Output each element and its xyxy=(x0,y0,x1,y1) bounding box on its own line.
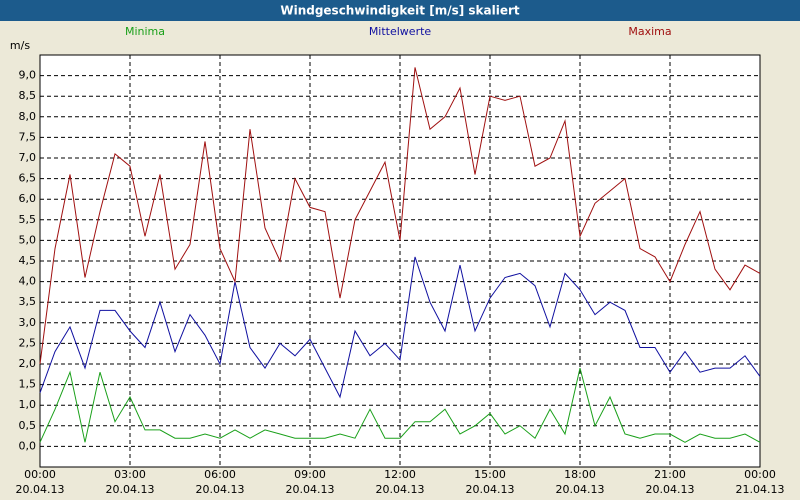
x-tick-label: 00:00 xyxy=(24,468,56,481)
x-tick-label: 03:00 xyxy=(114,468,146,481)
chart-title: Windgeschwindigkeit [m/s] skaliert xyxy=(280,4,520,18)
y-tick-label: 8,5 xyxy=(19,89,37,102)
x-tick-date: 20.04.13 xyxy=(466,483,515,496)
series-line xyxy=(39,67,761,365)
x-tick-label: 00:00 xyxy=(744,468,776,481)
y-tick-label: 2,5 xyxy=(19,336,37,349)
x-tick-label: 06:00 xyxy=(204,468,236,481)
x-tick-label: 18:00 xyxy=(564,468,596,481)
y-tick-label: 8,0 xyxy=(19,110,37,123)
y-tick-label: 3,5 xyxy=(19,295,37,308)
y-tick-label: 4,5 xyxy=(19,254,37,267)
legend-entry: Maxima xyxy=(628,25,671,38)
title-bar xyxy=(0,0,800,21)
y-tick-label: 0,0 xyxy=(19,439,37,452)
series-line xyxy=(39,256,761,399)
x-tick-date: 20.04.13 xyxy=(646,483,695,496)
x-tick-label: 15:00 xyxy=(474,468,506,481)
x-tick-label: 09:00 xyxy=(294,468,326,481)
series-line xyxy=(39,367,761,443)
y-tick-label: 7,0 xyxy=(19,151,37,164)
legend-entry: Mittelwerte xyxy=(369,25,432,38)
x-tick-label: 21:00 xyxy=(654,468,686,481)
y-tick-label: 1,5 xyxy=(19,378,37,391)
y-tick-label: 6,0 xyxy=(19,192,37,205)
x-tick-date: 20.04.13 xyxy=(16,483,65,496)
y-tick-label: 5,0 xyxy=(19,233,37,246)
y-tick-label: 6,5 xyxy=(19,172,37,185)
x-tick-date: 20.04.13 xyxy=(196,483,245,496)
x-tick-date: 20.04.13 xyxy=(286,483,335,496)
y-axis-label: m/s xyxy=(10,39,30,52)
y-tick-label: 5,5 xyxy=(19,213,37,226)
y-tick-label: 0,5 xyxy=(19,419,37,432)
y-tick-label: 9,0 xyxy=(19,69,37,82)
x-tick-date: 20.04.13 xyxy=(106,483,155,496)
y-tick-label: 4,0 xyxy=(19,275,37,288)
y-tick-label: 1,0 xyxy=(19,398,37,411)
y-tick-label: 7,5 xyxy=(19,130,37,143)
y-tick-label: 3,0 xyxy=(19,316,37,329)
x-tick-label: 12:00 xyxy=(384,468,416,481)
y-tick-label: 2,0 xyxy=(19,357,37,370)
x-tick-date: 20.04.13 xyxy=(556,483,605,496)
x-tick-date: 21.04.13 xyxy=(736,483,785,496)
x-tick-date: 20.04.13 xyxy=(376,483,425,496)
legend-entry: Minima xyxy=(125,25,165,38)
